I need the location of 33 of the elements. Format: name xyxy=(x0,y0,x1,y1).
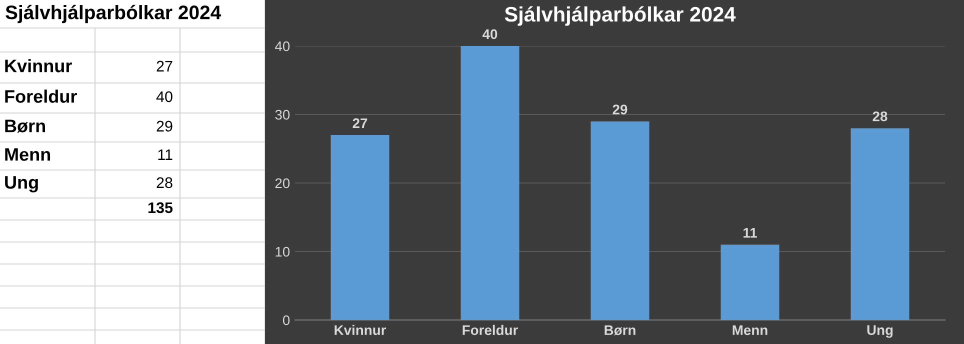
bar xyxy=(590,121,650,320)
text: 29 xyxy=(156,120,172,132)
text: Ung xyxy=(5,176,38,192)
x-tick-label: Kvinnur xyxy=(334,324,386,336)
text: Sjálvhjálparbólkar 2024 xyxy=(6,4,222,24)
data-label: 40 xyxy=(482,29,498,40)
y-tick-label: 20 xyxy=(275,178,290,188)
data-label: 11 xyxy=(744,228,757,238)
x-tick-label: Ung xyxy=(867,325,893,338)
text: 11 xyxy=(158,149,172,160)
data-label: 28 xyxy=(872,111,888,122)
text: 28 xyxy=(156,177,172,188)
y-tick-label: 40 xyxy=(275,41,290,52)
text: Foreldur xyxy=(5,90,77,103)
chart-title: Sjálvhjálparbólkar 2024 xyxy=(504,6,736,26)
bar xyxy=(460,46,520,320)
y-tick-label: 0 xyxy=(282,315,290,326)
text: 135 xyxy=(148,202,173,214)
bar xyxy=(850,128,910,320)
data-label: 29 xyxy=(612,104,628,114)
bar xyxy=(330,135,390,320)
data-label: 27 xyxy=(352,118,368,128)
text: Børn xyxy=(5,120,46,133)
text: Menn xyxy=(5,148,50,161)
x-tick-label: Menn xyxy=(732,325,768,336)
bar xyxy=(720,244,780,320)
text: 27 xyxy=(156,60,172,72)
y-tick-label: 10 xyxy=(276,246,290,257)
x-tick-label: Foreldur xyxy=(462,324,518,336)
text: Kvinnur xyxy=(5,59,72,72)
text: 40 xyxy=(156,91,172,102)
y-tick-label: 30 xyxy=(275,110,290,120)
x-tick-label: Børn xyxy=(604,325,636,336)
